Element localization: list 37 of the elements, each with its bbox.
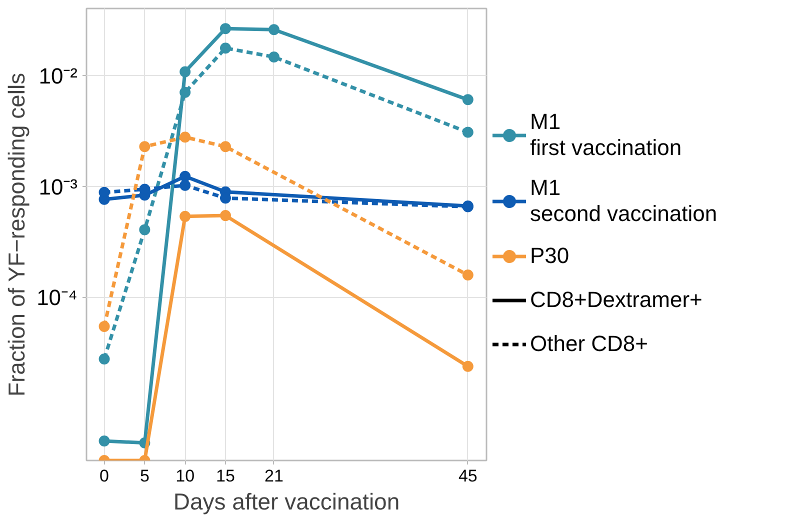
point [220, 42, 231, 54]
point [462, 126, 474, 138]
point [220, 23, 231, 34]
y-axis-title: Fraction of YF−responding cells [4, 72, 30, 397]
point [180, 86, 191, 98]
text: CD8+Dextramer+ [530, 287, 702, 313]
point [180, 66, 191, 78]
point [268, 24, 280, 36]
x-tick-label: 10 [176, 466, 195, 486]
point [180, 132, 191, 143]
point [98, 320, 110, 332]
point [462, 270, 474, 281]
point [98, 353, 110, 364]
x-axis-title: Days after vaccination [173, 488, 400, 514]
text: Other CD8+ [530, 331, 648, 357]
point [180, 210, 191, 222]
x-tick-label: 5 [140, 466, 150, 486]
point [180, 170, 191, 182]
x-tick-label: 15 [216, 466, 235, 486]
point [180, 180, 191, 191]
x-tick-label: 45 [458, 466, 478, 486]
legend-label: M1 first vaccination [530, 109, 682, 161]
y-tick-label: 10⁻² [38, 63, 78, 88]
x-tick-label: 21 [264, 466, 284, 486]
y-tick-label: 10⁻⁴ [36, 285, 78, 310]
point [139, 224, 150, 236]
point [220, 210, 231, 222]
x-tick-label: 0 [100, 466, 110, 486]
point [268, 51, 280, 62]
point [139, 141, 150, 152]
point [220, 141, 231, 152]
legend-label: P30 [530, 243, 570, 269]
point [98, 435, 110, 446]
point [462, 94, 474, 106]
legend-label: M1 second vaccination [530, 175, 718, 227]
y-tick-label: 10⁻³ [38, 174, 78, 200]
point [462, 360, 474, 372]
